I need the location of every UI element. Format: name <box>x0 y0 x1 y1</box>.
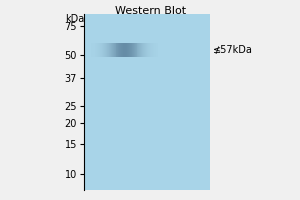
Text: Western Blot: Western Blot <box>115 6 186 16</box>
Text: kDa: kDa <box>65 14 84 24</box>
Text: ≰57kDa: ≰57kDa <box>212 45 252 55</box>
Bar <box>84 14 210 190</box>
